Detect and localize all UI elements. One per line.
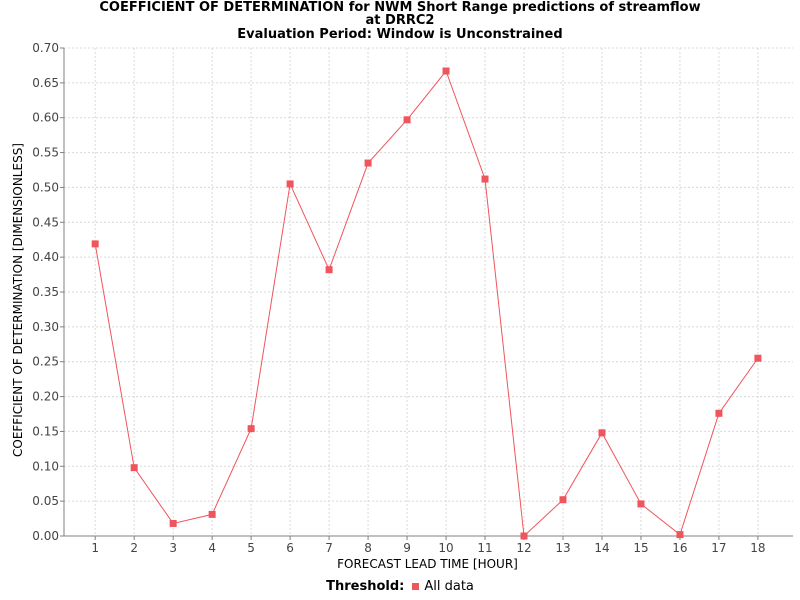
y-tick-label: 0.65 <box>32 76 59 90</box>
data-point <box>715 409 723 417</box>
data-point <box>286 180 294 188</box>
y-tick-label: 0.10 <box>32 459 59 473</box>
data-point <box>676 531 684 539</box>
x-tick-label: 3 <box>169 541 177 555</box>
data-point <box>442 67 450 75</box>
y-tick-label: 0.40 <box>32 250 59 264</box>
chart-subtitle-location: at DRRC2 <box>365 13 435 28</box>
y-tick-label: 0.55 <box>32 146 59 160</box>
data-point <box>169 519 177 527</box>
x-tick-label: 1 <box>91 541 99 555</box>
x-tick-label: 12 <box>516 541 531 555</box>
data-point <box>91 240 99 248</box>
x-tick-label: 15 <box>633 541 648 555</box>
x-tick-label: 10 <box>438 541 453 555</box>
data-point <box>754 354 762 362</box>
x-tick-label: 16 <box>672 541 687 555</box>
y-tick-label: 0.20 <box>32 390 59 404</box>
x-tick-label: 8 <box>364 541 372 555</box>
legend: Threshold: All data <box>0 579 800 594</box>
series-line-all-data <box>94 69 759 538</box>
chart-subtitle-period: Evaluation Period: Window is Unconstrain… <box>237 27 563 42</box>
x-tick-label: 14 <box>594 541 609 555</box>
legend-swatch-all-data <box>412 582 420 590</box>
data-point <box>481 175 489 183</box>
legend-title: Threshold: <box>326 579 405 594</box>
data-point <box>520 532 528 540</box>
data-point <box>130 464 138 472</box>
y-tick-label: 0.45 <box>32 215 59 229</box>
legend-label-all-data: All data <box>424 579 474 594</box>
y-tick-label: 0.35 <box>32 285 59 299</box>
y-tick-label: 0.60 <box>32 111 59 125</box>
x-tick-label: 5 <box>247 541 255 555</box>
data-point <box>403 116 411 124</box>
x-axis-label: FORECAST LEAD TIME [HOUR] <box>337 557 518 571</box>
data-point <box>559 496 567 504</box>
data-point <box>325 266 333 274</box>
y-axis-label: COEFFICIENT OF DETERMINATION [DIMENSIONL… <box>11 143 25 457</box>
data-point <box>598 429 606 437</box>
x-tick-label: 4 <box>208 541 216 555</box>
x-tick-label: 6 <box>286 541 294 555</box>
x-tick-label: 13 <box>555 541 570 555</box>
data-point <box>637 500 645 508</box>
y-tick-label: 0.30 <box>32 320 59 334</box>
x-tick-label: 7 <box>325 541 333 555</box>
data-point <box>247 425 255 433</box>
y-tick-label: 0.05 <box>32 494 59 508</box>
x-tick-label: 9 <box>403 541 411 555</box>
x-tick-label: 2 <box>130 541 138 555</box>
x-tick-label: 11 <box>477 541 492 555</box>
x-tick-label: 17 <box>711 541 726 555</box>
chart-title: COEFFICIENT OF DETERMINATION for NWM Sho… <box>99 0 701 15</box>
y-tick-label: 0.25 <box>32 355 59 369</box>
y-tick-label: 0.00 <box>32 529 59 543</box>
data-point <box>364 159 372 167</box>
y-tick-label: 0.50 <box>32 180 59 194</box>
data-point <box>208 510 216 518</box>
y-tick-label: 0.70 <box>32 41 59 55</box>
x-tick-label: 18 <box>750 541 765 555</box>
y-tick-label: 0.15 <box>32 424 59 438</box>
